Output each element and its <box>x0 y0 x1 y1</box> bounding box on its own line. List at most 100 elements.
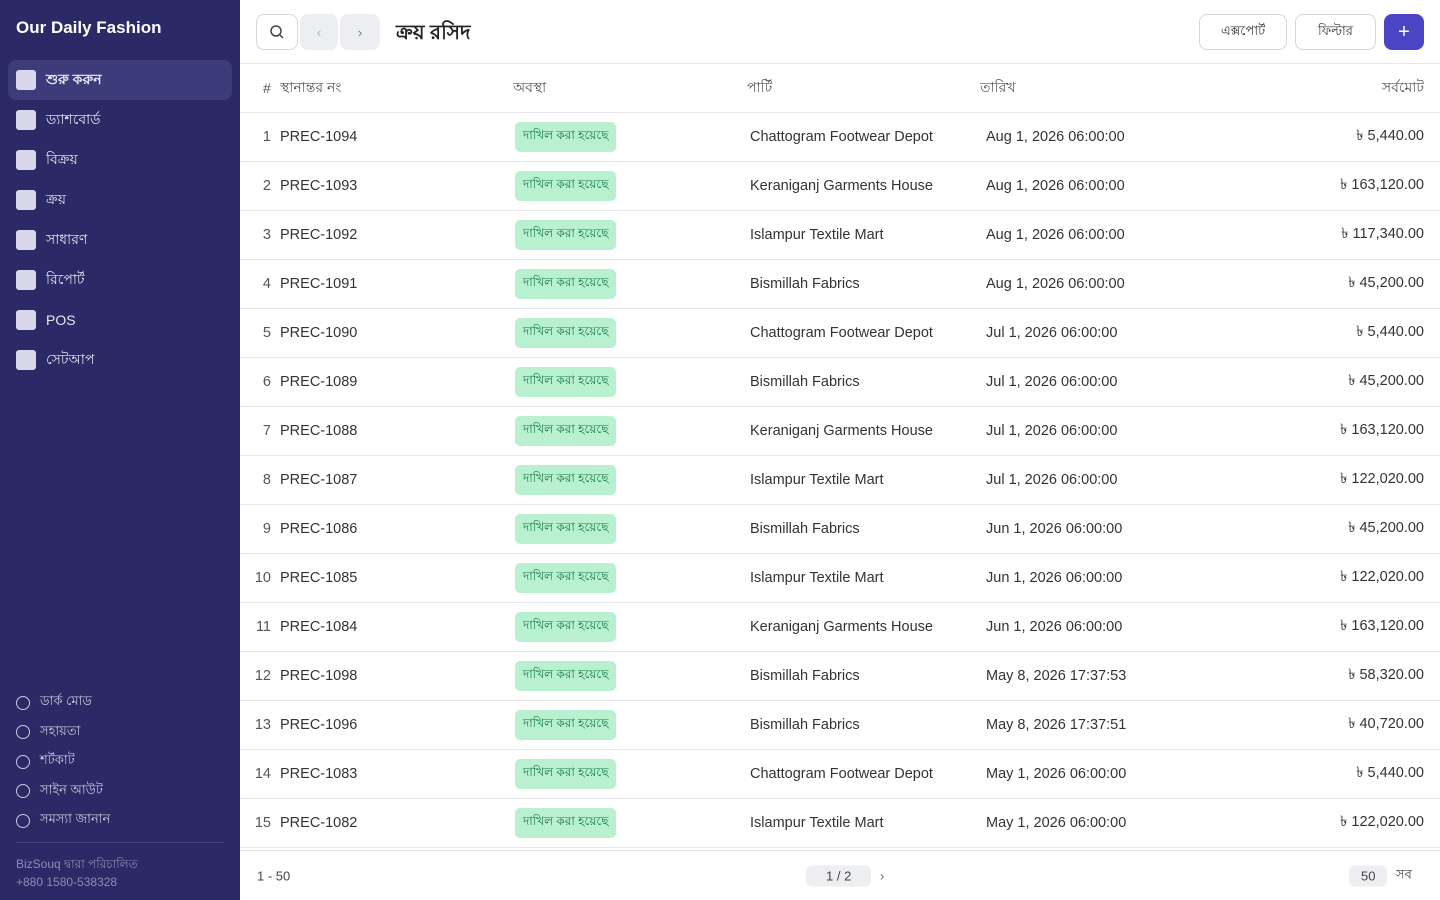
total: ৳ 117,340.00 <box>1341 226 1424 242</box>
total: ৳ 163,120.00 <box>1340 177 1424 193</box>
total: ৳ 5,440.00 <box>1356 765 1424 781</box>
total: ৳ 5,440.00 <box>1356 128 1424 144</box>
receipt-id: PREC-1090 <box>280 325 358 341</box>
export-button[interactable]: এক্সপোর্ট <box>1199 14 1287 50</box>
total: ৳ 58,320.00 <box>1348 667 1424 683</box>
search-button[interactable] <box>256 14 298 50</box>
nav-label: ক্রয় <box>46 191 66 207</box>
table-row[interactable]: 8 PREC-1087 দাখিল করা হয়েছে Islampur Texti… <box>240 456 1440 505</box>
sidebar-link[interactable]: সহায়তা <box>16 718 224 748</box>
powered-by: BizSouq দ্বারা পরিচালিত <box>16 857 138 871</box>
receipt-id: PREC-1082 <box>280 815 358 831</box>
sidebar-link[interactable]: সাইন আউট <box>16 777 224 807</box>
nav-icon <box>16 270 36 290</box>
status-badge: দাখিল করা হয়েছে <box>515 563 617 593</box>
table-row[interactable]: 15 PREC-1082 দাখিল করা হয়েছে Islampur Text… <box>240 799 1440 848</box>
status-badge: দাখিল করা হয়েছে <box>515 612 617 642</box>
forward-button[interactable]: › <box>340 14 380 50</box>
nav-item[interactable]: বিক্রয় <box>8 140 232 180</box>
receipt-id: PREC-1098 <box>280 668 358 684</box>
table-row[interactable]: 4 PREC-1091 দাখিল করা হয়েছে Bismillah Fabr… <box>240 260 1440 309</box>
table-row[interactable]: 12 PREC-1098 দাখিল করা হয়েছে Bismillah Fab… <box>240 652 1440 701</box>
nav-menu: শুরু করুন ড্যাশবোর্ড বিক্রয় ক্রয় সাধারণ রিপ… <box>8 60 232 380</box>
row-number: 2 <box>262 178 271 194</box>
link-icon <box>16 695 30 710</box>
nav-item[interactable]: সাধারণ <box>8 220 232 260</box>
add-button[interactable]: + <box>1384 14 1424 50</box>
row-number: 10 <box>254 570 271 586</box>
range: 1 - 50 <box>257 868 291 883</box>
receipt-id: PREC-1083 <box>280 766 358 782</box>
header-row: # স্থানান্তর নং অবস্থা পার্টি তারিখ সর্বমোট <box>240 64 1440 113</box>
table-row[interactable]: 1 PREC-1094 দাখিল করা হয়েছে Chattogram Foo… <box>240 113 1440 162</box>
nav-item[interactable]: সেটআপ <box>8 340 232 380</box>
nav-item[interactable]: রিপোর্ট <box>8 260 232 300</box>
nav-icon <box>16 310 36 330</box>
page-title: ক্রয় রসিদ <box>396 22 471 44</box>
status-badge: দাখিল করা হয়েছে <box>515 514 617 544</box>
link-icon <box>16 784 30 799</box>
table-row[interactable]: 11 PREC-1084 দাখিল করা হয়েছে Keraniganj Ga… <box>240 603 1440 652</box>
sidebar-links: ডার্ক মোড সহায়তা শর্টকাট সাইন আউট সমস্যা জা… <box>16 688 224 836</box>
total: ৳ 122,020.00 <box>1340 569 1424 585</box>
sidebar-link[interactable]: ডার্ক মোড <box>16 688 224 718</box>
date: Jul 1, 2026 06:00:00 <box>986 325 1118 341</box>
row-number: 5 <box>262 325 271 341</box>
table-row[interactable]: 9 PREC-1086 দাখিল করা হয়েছে Bismillah Fabr… <box>240 505 1440 554</box>
nav-label: রিপোর্ট <box>46 271 85 287</box>
next-page[interactable]: › <box>880 868 885 883</box>
receipt-id: PREC-1096 <box>280 717 358 733</box>
table-row[interactable]: 5 PREC-1090 দাখিল করা হয়েছে Chattogram Foo… <box>240 309 1440 358</box>
page-indicator: 1 / 2 <box>806 865 872 886</box>
status-badge: দাখিল করা হয়েছে <box>515 416 617 446</box>
status-badge: দাখিল করা হয়েছে <box>515 122 617 152</box>
row-number: 6 <box>262 374 271 390</box>
table-row[interactable]: 10 PREC-1085 দাখিল করা হয়েছে Islampur Text… <box>240 554 1440 603</box>
party: Bismillah Fabrics <box>750 521 860 537</box>
status-badge: দাখিল করা হয়েছে <box>515 759 617 789</box>
show-all[interactable]: সব <box>1396 866 1412 881</box>
filter-button[interactable]: ফিল্টার <box>1295 14 1376 50</box>
nav-item[interactable]: ড্যাশবোর্ড <box>8 100 232 140</box>
status-badge: দাখিল করা হয়েছে <box>515 269 617 299</box>
receipt-id: PREC-1092 <box>280 227 358 243</box>
back-button[interactable]: ‹ <box>300 14 338 50</box>
nav-label: সেটআপ <box>46 351 95 367</box>
total: ৳ 45,200.00 <box>1348 520 1424 536</box>
row-number: 12 <box>254 668 271 684</box>
table-row[interactable]: 14 PREC-1083 দাখিল করা হয়েছে Chattogram Fo… <box>240 750 1440 799</box>
row-number: 14 <box>254 766 271 782</box>
total: ৳ 163,120.00 <box>1340 618 1424 634</box>
row-number: 11 <box>255 619 271 635</box>
row-number: 3 <box>262 227 271 243</box>
date: Aug 1, 2026 06:00:00 <box>986 178 1125 194</box>
phone: +880 1580-538328 <box>16 875 118 889</box>
status-badge: দাখিল করা হয়েছে <box>515 661 617 691</box>
total: ৳ 122,020.00 <box>1340 814 1424 830</box>
date: May 8, 2026 17:37:53 <box>986 668 1127 684</box>
table-row[interactable]: 7 PREC-1088 দাখিল করা হয়েছে Keraniganj Gar… <box>240 407 1440 456</box>
nav-item[interactable]: ক্রয় <box>8 180 232 220</box>
link-icon <box>16 725 30 740</box>
table-row[interactable]: 13 PREC-1096 দাখিল করা হয়েছে Bismillah Fab… <box>240 701 1440 750</box>
party: Bismillah Fabrics <box>750 668 860 684</box>
nav-icon <box>16 150 36 170</box>
nav-item[interactable]: POS <box>8 300 232 340</box>
sidebar-link[interactable]: শর্টকাট <box>16 747 224 777</box>
nav-item[interactable]: শুরু করুন <box>8 60 232 100</box>
page-size[interactable]: 50 <box>1349 865 1388 886</box>
receipt-id: PREC-1094 <box>280 129 358 145</box>
column-header: # <box>263 80 271 96</box>
table-row[interactable]: 3 PREC-1092 দাখিল করা হয়েছে Islampur Texti… <box>240 211 1440 260</box>
status-badge: দাখিল করা হয়েছে <box>515 808 617 838</box>
total: ৳ 45,200.00 <box>1348 373 1424 389</box>
party: Bismillah Fabrics <box>750 717 860 733</box>
nav-label: শুরু করুন <box>46 71 102 87</box>
table-row[interactable]: 6 PREC-1089 দাখিল করা হয়েছে Bismillah Fabr… <box>240 358 1440 407</box>
table-row[interactable]: 2 PREC-1093 দাখিল করা হয়েছে Keraniganj Gar… <box>240 162 1440 211</box>
date: Jun 1, 2026 06:00:00 <box>986 521 1123 537</box>
party: Islampur Textile Mart <box>750 472 884 488</box>
sidebar-link[interactable]: সমস্যা জানান <box>16 806 224 836</box>
party: Chattogram Footwear Depot <box>750 129 933 145</box>
